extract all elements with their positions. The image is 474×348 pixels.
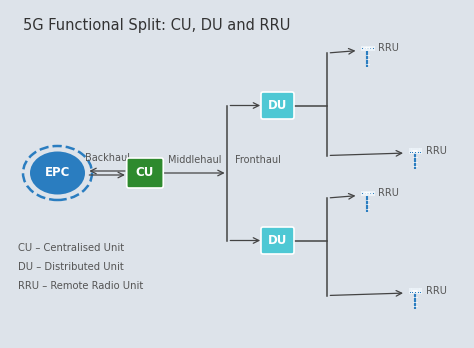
Bar — [419, 151, 421, 153]
Text: DU: DU — [268, 234, 287, 247]
Text: DU – Distributed Unit: DU – Distributed Unit — [18, 262, 123, 272]
Bar — [417, 290, 419, 291]
Bar — [411, 148, 413, 150]
Bar — [361, 47, 363, 49]
Bar — [364, 194, 366, 195]
Bar — [414, 291, 416, 293]
Text: DU: DU — [268, 99, 287, 112]
Bar — [409, 151, 411, 153]
Bar — [409, 291, 411, 293]
Bar — [372, 49, 374, 50]
Text: RRU: RRU — [426, 145, 447, 156]
Bar — [414, 151, 416, 153]
FancyBboxPatch shape — [261, 227, 294, 254]
Text: EPC: EPC — [45, 166, 70, 180]
Bar — [361, 49, 363, 50]
Text: CU – Centralised Unit: CU – Centralised Unit — [18, 243, 124, 253]
Bar — [419, 148, 421, 150]
Bar — [361, 194, 363, 195]
Bar — [411, 151, 413, 153]
Text: Backhaul: Backhaul — [85, 153, 129, 163]
Bar — [361, 46, 363, 47]
Text: Middlehaul: Middlehaul — [168, 155, 221, 165]
Bar — [411, 291, 413, 293]
Bar — [369, 194, 371, 195]
Ellipse shape — [30, 151, 85, 195]
Bar — [419, 288, 421, 290]
Bar — [366, 192, 369, 193]
Bar — [411, 290, 413, 291]
Text: 5G Functional Split: CU, DU and RRU: 5G Functional Split: CU, DU and RRU — [22, 18, 290, 33]
Text: RRU – Remote Radio Unit: RRU – Remote Radio Unit — [18, 281, 143, 291]
FancyBboxPatch shape — [261, 92, 294, 119]
Bar — [414, 288, 416, 290]
Bar — [364, 191, 366, 192]
Bar — [366, 191, 369, 192]
Bar — [411, 150, 413, 151]
Bar — [364, 46, 366, 47]
Bar — [369, 192, 371, 193]
Bar — [366, 49, 369, 50]
Bar — [364, 192, 366, 193]
Bar — [417, 150, 419, 151]
Bar — [366, 46, 369, 47]
Text: RRU: RRU — [378, 188, 399, 198]
Bar — [417, 288, 419, 290]
Bar — [372, 192, 374, 193]
Bar — [366, 47, 369, 49]
Bar — [369, 46, 371, 47]
Bar — [417, 291, 419, 293]
Bar — [372, 194, 374, 195]
Bar — [361, 192, 363, 193]
Bar — [361, 191, 363, 192]
Bar — [414, 290, 416, 291]
Bar — [372, 46, 374, 47]
Bar — [411, 288, 413, 290]
Text: Fronthaul: Fronthaul — [235, 155, 281, 165]
Bar — [369, 49, 371, 50]
Bar — [409, 150, 411, 151]
Bar — [409, 290, 411, 291]
Bar — [417, 148, 419, 150]
Bar — [409, 148, 411, 150]
Bar — [409, 288, 411, 290]
Bar — [372, 191, 374, 192]
Bar — [364, 47, 366, 49]
Bar — [369, 47, 371, 49]
Bar — [414, 150, 416, 151]
Bar — [419, 150, 421, 151]
Bar — [364, 49, 366, 50]
Bar — [372, 47, 374, 49]
Bar — [419, 291, 421, 293]
Bar — [419, 290, 421, 291]
Bar — [417, 151, 419, 153]
Text: RRU: RRU — [378, 43, 399, 53]
FancyBboxPatch shape — [127, 158, 163, 188]
Bar — [366, 194, 369, 195]
Bar — [369, 191, 371, 192]
Text: RRU: RRU — [426, 286, 447, 295]
Bar — [414, 148, 416, 150]
Text: CU: CU — [136, 166, 154, 180]
